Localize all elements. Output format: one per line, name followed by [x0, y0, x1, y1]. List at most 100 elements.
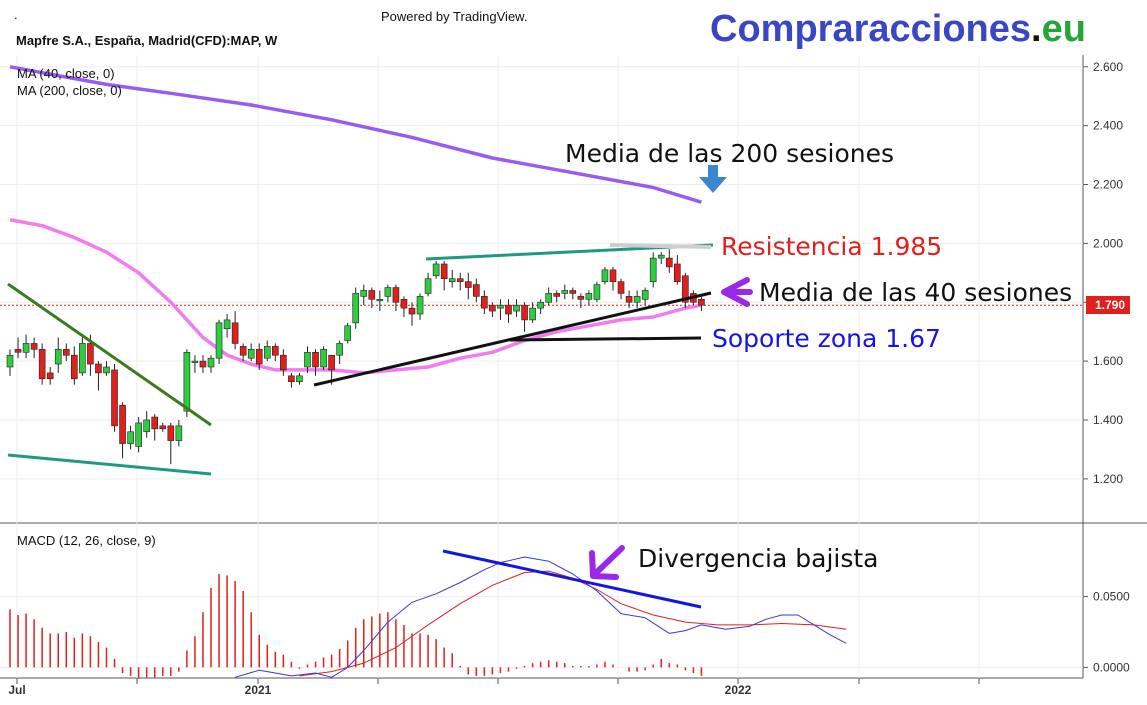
candle [456, 272, 464, 291]
candle [617, 278, 625, 300]
candle-body-down [625, 296, 633, 303]
candle-body-up [601, 269, 609, 282]
candle-body-up [127, 431, 134, 444]
candle [54, 337, 62, 373]
support-annotation: Soporte zona 1.67 [712, 324, 941, 353]
brand-main: Compraracciones [710, 8, 1031, 50]
price-tick-label: 1.400 [1093, 413, 1123, 427]
candle-body-up [336, 343, 343, 356]
candle [698, 296, 705, 312]
candle-body-down [609, 269, 617, 282]
candle [408, 302, 416, 326]
candle-body-down [272, 346, 279, 356]
candle-body-up [424, 278, 432, 294]
candle [537, 299, 544, 315]
candle [609, 266, 617, 291]
candle-body-up [585, 293, 593, 300]
legend-macd: MACD (12, 26, close, 9) [17, 533, 156, 548]
macd-pane [9, 556, 847, 679]
annotation-layer: Media de las 200 sesiones Resistencia 1.… [7, 139, 1072, 609]
price-tick-label: 1.200 [1093, 472, 1123, 486]
candle-body-up [649, 257, 657, 282]
candle-body-down [239, 346, 247, 356]
brand-tld: eu [1042, 8, 1086, 50]
candle-body-up [448, 278, 456, 282]
candle-body-up [352, 293, 360, 324]
grid-layer [0, 55, 1083, 678]
candle [674, 255, 681, 285]
downtrend-line [7, 282, 212, 427]
candle-body-down [312, 351, 319, 368]
candle [103, 361, 110, 376]
time-tick-label: 2022 [725, 683, 752, 697]
candle [191, 355, 199, 373]
candle [657, 252, 665, 264]
candle-body-up [633, 296, 641, 303]
candle [682, 272, 689, 309]
candle-body-up [529, 307, 536, 321]
candle [336, 340, 343, 365]
candle-body-up [223, 319, 231, 330]
candle-body-up [561, 290, 569, 294]
candle [649, 252, 657, 288]
candle-body-up [215, 322, 223, 359]
candle [296, 372, 303, 385]
candle-body-down [456, 278, 464, 282]
lower-channel-line [7, 453, 212, 476]
candle [127, 425, 134, 450]
candle-body-down [682, 275, 689, 303]
candle-body-down [288, 375, 295, 383]
candle [601, 266, 609, 285]
candle [167, 422, 175, 465]
candle-body-down [698, 299, 705, 306]
candle-body-down [617, 281, 625, 294]
candle-body-up [143, 419, 150, 433]
candle-body-down [280, 354, 287, 371]
candle [22, 334, 30, 359]
candle-body-down [489, 304, 496, 312]
candle-body-up [191, 360, 199, 363]
candle [14, 337, 22, 359]
candle [625, 290, 633, 309]
candle [400, 296, 408, 317]
candle [62, 343, 70, 362]
candle [416, 293, 424, 320]
candle [561, 284, 569, 300]
arrow-down-left-icon [589, 545, 625, 580]
candle [199, 355, 207, 373]
candle [344, 322, 351, 344]
ma200-annotation: Media de las 200 sesiones [565, 139, 894, 168]
candle [633, 290, 641, 309]
candle [119, 402, 126, 459]
candle [521, 302, 528, 332]
candle [46, 367, 54, 385]
candle-body-up [207, 357, 215, 368]
candle-body-up [247, 349, 255, 359]
last-price-tag-bg [1086, 296, 1130, 314]
candle [143, 411, 150, 438]
candle-body-down [255, 349, 263, 365]
time-tick-label: 2021 [245, 683, 272, 697]
resistance-level-band [609, 243, 712, 249]
candle [360, 284, 368, 306]
candle [497, 299, 504, 320]
candle-body-down [481, 296, 488, 309]
time-tick-label: Jul [8, 683, 25, 697]
candle-body-up [344, 325, 351, 341]
candle-body-up [537, 301, 544, 309]
candle [384, 284, 392, 303]
candle [448, 269, 456, 288]
candle-body-down [368, 290, 376, 300]
candle [513, 299, 520, 317]
candle [223, 314, 231, 338]
powered-by-text: Powered by TradingView. [381, 9, 527, 24]
candle [368, 287, 376, 309]
candle-body-down [95, 363, 102, 374]
candle [263, 340, 271, 362]
candle-body-down [408, 307, 416, 315]
candle [288, 372, 295, 388]
candle-body-up [657, 254, 665, 259]
candle [207, 355, 215, 373]
candle [440, 261, 448, 291]
